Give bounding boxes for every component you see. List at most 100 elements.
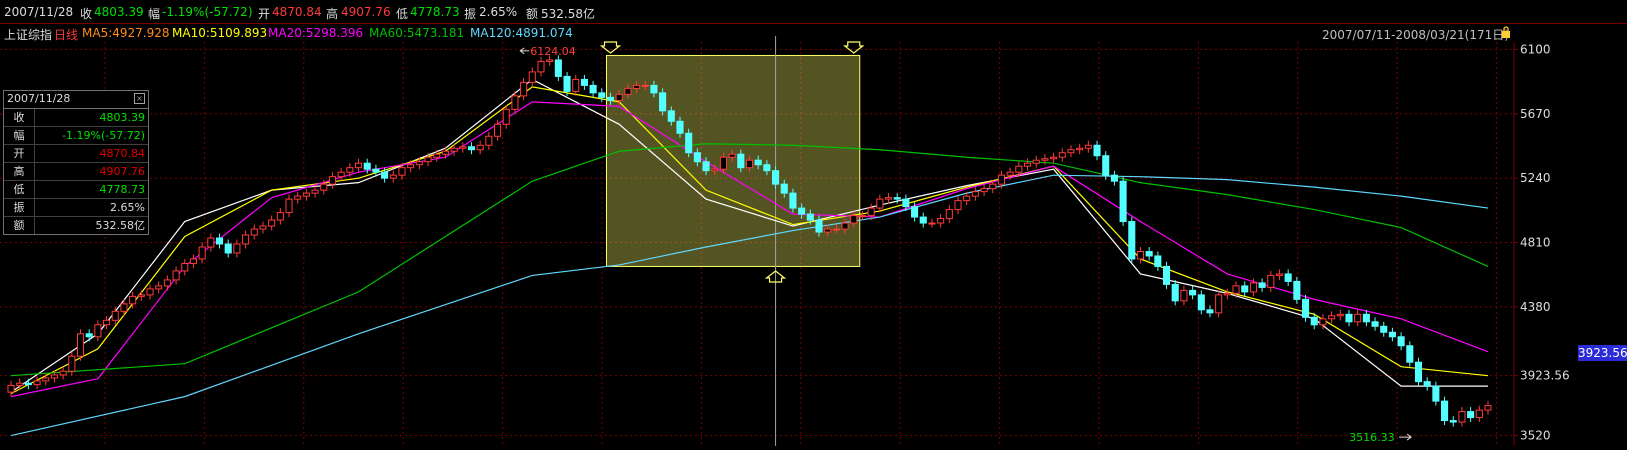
info-row: 振 2.65% xyxy=(4,199,148,217)
candle xyxy=(337,167,345,182)
candle xyxy=(389,170,397,183)
candle-body xyxy=(520,81,528,97)
candle xyxy=(772,166,780,189)
candle xyxy=(719,152,727,174)
candle xyxy=(659,88,667,116)
candle xyxy=(1128,217,1136,264)
candle-body xyxy=(606,96,615,101)
candle-body xyxy=(928,222,936,225)
candle xyxy=(963,191,971,206)
candle-body xyxy=(94,324,102,338)
candle xyxy=(1284,269,1292,286)
candle xyxy=(893,193,901,204)
candle xyxy=(937,214,945,228)
ma20-value: MA20:5298.396 xyxy=(268,26,364,40)
candle-body xyxy=(1249,282,1257,293)
candle xyxy=(806,209,814,225)
candle xyxy=(1371,317,1379,331)
candle xyxy=(146,284,154,300)
candle-body xyxy=(1241,285,1249,293)
candle xyxy=(1467,407,1475,423)
candle-body xyxy=(1232,285,1240,294)
candle-body xyxy=(459,146,467,149)
candles[interactable] xyxy=(7,55,1492,427)
selection-layer[interactable] xyxy=(599,36,865,446)
candle-body xyxy=(876,198,884,209)
candle-body xyxy=(207,237,215,248)
candle xyxy=(954,196,962,215)
amount-label: 额 xyxy=(526,7,539,21)
lock-icon[interactable] xyxy=(1501,26,1511,38)
candle xyxy=(76,329,85,361)
candle xyxy=(311,185,319,198)
candle xyxy=(1180,285,1188,306)
ma120-line xyxy=(10,174,1489,437)
candle-body xyxy=(1258,282,1266,288)
candle xyxy=(1484,401,1492,415)
candle-body xyxy=(554,59,562,77)
candle-body xyxy=(129,295,137,305)
candle xyxy=(1458,407,1466,427)
candle-body xyxy=(893,197,901,200)
candle xyxy=(528,67,536,87)
candle xyxy=(1058,148,1066,162)
candle xyxy=(1154,251,1162,271)
info-row: 低 4778.73 xyxy=(4,181,148,199)
candle-body xyxy=(16,382,24,386)
candle-body xyxy=(1206,309,1214,314)
candle-body xyxy=(1302,298,1310,318)
y-tick-label: 4380 xyxy=(1520,300,1551,314)
candle-body xyxy=(285,198,293,214)
candle xyxy=(1067,145,1075,158)
candle-body xyxy=(7,384,15,393)
candle xyxy=(763,160,771,176)
candle-body xyxy=(676,120,684,134)
candle xyxy=(650,80,658,98)
candle xyxy=(441,146,449,159)
candle xyxy=(989,179,997,194)
info-panel-header: 2007/11/28 × xyxy=(4,91,148,109)
candle-body xyxy=(580,78,588,86)
candle-body xyxy=(667,110,675,122)
amplitude-label: 振 xyxy=(464,7,477,21)
candle xyxy=(328,172,337,189)
candle xyxy=(42,373,50,386)
candle xyxy=(1145,246,1153,261)
annotations: 6124.04 3516.33 xyxy=(519,45,1412,444)
info-row-key: 低 xyxy=(4,181,35,198)
period-label[interactable]: 日线 xyxy=(54,28,79,42)
candle-body xyxy=(1345,313,1353,323)
candle-body xyxy=(85,333,93,338)
candle xyxy=(276,208,284,225)
candle xyxy=(780,179,788,198)
candle-body xyxy=(745,159,754,169)
candle-body xyxy=(937,218,945,224)
candle-body xyxy=(624,87,632,95)
candle xyxy=(798,203,806,219)
candle-body xyxy=(1467,411,1475,419)
candle-body xyxy=(659,92,667,112)
info-rows: 收 4803.39 幅 -1.19%(-57.72) 开 4870.84 高 4907.76 低… xyxy=(4,109,148,234)
candle xyxy=(1076,143,1084,155)
candle-body xyxy=(320,183,328,191)
candle xyxy=(1162,261,1171,289)
ma10-line xyxy=(10,86,1489,395)
candle-body xyxy=(476,144,484,151)
close-icon[interactable]: × xyxy=(134,93,145,104)
candle xyxy=(242,230,250,249)
candle-body xyxy=(633,84,641,89)
candle-body xyxy=(242,234,250,245)
candle xyxy=(876,194,884,213)
candle-body xyxy=(24,382,32,386)
candle-body xyxy=(50,374,58,379)
candle-body xyxy=(685,132,693,154)
candle-body xyxy=(824,228,832,233)
candle xyxy=(1102,151,1110,180)
candle-body xyxy=(832,228,840,231)
candle-body xyxy=(1180,289,1188,302)
candle xyxy=(1423,377,1431,391)
candle xyxy=(372,164,380,177)
candle xyxy=(1432,381,1440,406)
candle-body xyxy=(702,161,710,172)
